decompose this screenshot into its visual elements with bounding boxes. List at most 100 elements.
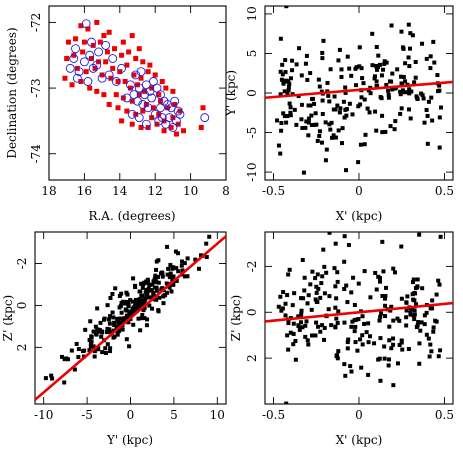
data-point-square: [415, 277, 420, 282]
data-point-square: [417, 341, 422, 346]
axis-ticks: -0.5 0 0.5 -2 0 2: [245, 232, 454, 422]
data-point-square: [174, 266, 179, 271]
data-point-square: [124, 108, 130, 114]
data-point-square: [370, 63, 375, 68]
data-point-square: [288, 105, 293, 110]
data-point-square: [291, 321, 296, 326]
data-point-square: [278, 92, 283, 97]
data-point-square: [319, 89, 324, 94]
data-point-square: [165, 272, 170, 277]
y-tick-label: -2: [245, 261, 259, 273]
data-point-square: [124, 62, 130, 68]
data-point-square: [383, 296, 388, 301]
y-tick-label: -72: [29, 13, 43, 32]
data-point-square: [276, 143, 281, 148]
data-point-square: [142, 305, 147, 310]
data-point-square: [100, 350, 105, 355]
data-point-square: [282, 114, 287, 119]
data-point-square: [115, 79, 121, 85]
data-point-square: [100, 329, 105, 334]
data-point-square: [336, 349, 341, 354]
data-point-square: [288, 330, 293, 335]
data-point-square: [108, 346, 113, 351]
data-point-square: [314, 290, 319, 295]
y-tick-label: 2: [15, 344, 29, 352]
data-point-square: [362, 142, 367, 147]
data-point-square: [432, 60, 437, 65]
data-point-square: [62, 380, 67, 385]
x-axis-label: Y' (kpc): [106, 433, 153, 447]
data-point-square: [154, 280, 159, 285]
data-point-square: [152, 297, 157, 302]
data-point-square: [324, 147, 329, 152]
y-tick-label: 10: [245, 6, 259, 21]
x-tick-label: 14: [112, 184, 128, 198]
data-point-square: [349, 73, 354, 78]
data-point-square: [159, 79, 165, 85]
data-point-square: [135, 307, 140, 312]
data-point-square: [138, 124, 144, 130]
data-point-square: [337, 110, 342, 115]
data-point-square: [339, 74, 344, 79]
data-point-circle: [83, 77, 93, 86]
data-point-square: [304, 119, 309, 124]
data-point-circle: [161, 119, 171, 129]
data-point-square: [349, 324, 354, 329]
data-point-square: [333, 284, 338, 289]
y-tick-label: -74: [29, 144, 43, 164]
data-point-square: [120, 317, 125, 322]
data-point-circle: [104, 70, 114, 80]
data-point-square: [431, 329, 436, 334]
data-point-square: [151, 279, 156, 284]
data-point-circle: [134, 113, 144, 123]
data-point-square: [315, 138, 320, 143]
data-point-square: [383, 294, 388, 299]
data-point-square: [335, 279, 340, 284]
data-point-square: [352, 302, 357, 307]
data-point-square: [321, 247, 326, 252]
data-point-square: [370, 31, 375, 36]
data-point-square: [147, 62, 153, 68]
data-point-square: [119, 310, 124, 315]
data-point-square: [417, 361, 422, 366]
data-point-square: [278, 151, 283, 156]
data-point-square: [126, 300, 131, 305]
data-point-square: [400, 347, 405, 352]
data-point-square: [344, 113, 349, 118]
data-point-square: [173, 131, 179, 137]
data-point-square: [146, 286, 151, 291]
data-point-square: [411, 297, 416, 302]
data-point-square: [279, 128, 284, 133]
data-point-circle: [81, 19, 91, 29]
data-point-square: [313, 111, 318, 116]
data-point-square: [127, 309, 132, 314]
data-point-square: [128, 298, 133, 303]
data-point-square: [287, 101, 292, 106]
data-point-square: [318, 295, 323, 300]
data-point-square: [286, 347, 291, 352]
data-point-square: [72, 367, 77, 372]
data-point-square: [193, 257, 198, 262]
data-point-square: [437, 282, 442, 287]
data-point-square: [360, 314, 365, 319]
data-point-square: [161, 128, 167, 134]
data-point-square: [173, 249, 178, 254]
data-point-square: [314, 299, 319, 304]
data-point-square: [349, 290, 354, 295]
data-point-square: [413, 60, 418, 65]
data-point-square: [281, 290, 286, 295]
data-point-square: [142, 88, 148, 94]
data-point-square: [102, 316, 107, 321]
data-point-square: [309, 122, 314, 127]
data-point-square: [167, 285, 172, 290]
data-point-square: [306, 133, 311, 138]
x-tick-label: -0.5: [262, 184, 285, 198]
data-point-square: [288, 113, 293, 118]
data-point-square: [76, 347, 81, 352]
data-point-square: [413, 75, 418, 80]
data-point-square: [303, 125, 308, 130]
data-point-square: [120, 39, 126, 45]
data-point-square: [198, 124, 204, 130]
data-point-square: [382, 59, 387, 64]
data-point-square: [131, 276, 136, 281]
